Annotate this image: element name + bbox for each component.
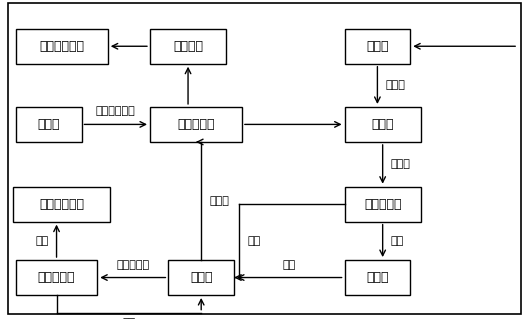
Text: 液相: 液相 xyxy=(282,260,296,270)
Text: 液相: 液相 xyxy=(247,236,260,246)
Text: 负压装置: 负压装置 xyxy=(173,40,203,53)
Text: 第二过滤器: 第二过滤器 xyxy=(38,271,75,284)
Text: 混合干燥器: 混合干燥器 xyxy=(177,118,215,131)
Text: 空气净化车间: 空气净化车间 xyxy=(39,40,84,53)
Bar xyxy=(16,260,97,295)
Bar xyxy=(16,29,108,64)
Text: 第一过滤器: 第一过滤器 xyxy=(364,198,401,211)
Bar xyxy=(168,260,234,295)
Text: 脱水剂: 脱水剂 xyxy=(209,196,229,206)
Text: 渣相: 渣相 xyxy=(35,236,48,246)
Text: 反应釜: 反应釜 xyxy=(371,118,394,131)
Text: 球磨机: 球磨机 xyxy=(37,118,60,131)
Text: 液相: 液相 xyxy=(122,318,136,319)
Text: 渣仓库: 渣仓库 xyxy=(366,271,389,284)
Text: 结晶釜: 结晶釜 xyxy=(190,271,213,284)
Text: 预加热: 预加热 xyxy=(385,80,405,90)
Bar xyxy=(150,107,242,142)
Text: 研磨成小颗粒: 研磨成小颗粒 xyxy=(96,107,136,116)
Text: 硫磺产品仓库: 硫磺产品仓库 xyxy=(39,198,84,211)
Bar xyxy=(345,260,410,295)
Bar xyxy=(345,29,410,64)
Bar xyxy=(150,29,226,64)
Bar xyxy=(16,107,82,142)
Text: 反应后: 反应后 xyxy=(390,159,410,169)
Text: 渣相: 渣相 xyxy=(390,236,404,246)
Bar xyxy=(345,187,421,222)
Bar xyxy=(13,187,110,222)
Text: 冷却至室温: 冷却至室温 xyxy=(116,260,149,270)
Bar xyxy=(345,107,421,142)
Text: 溶剂罐: 溶剂罐 xyxy=(366,40,389,53)
